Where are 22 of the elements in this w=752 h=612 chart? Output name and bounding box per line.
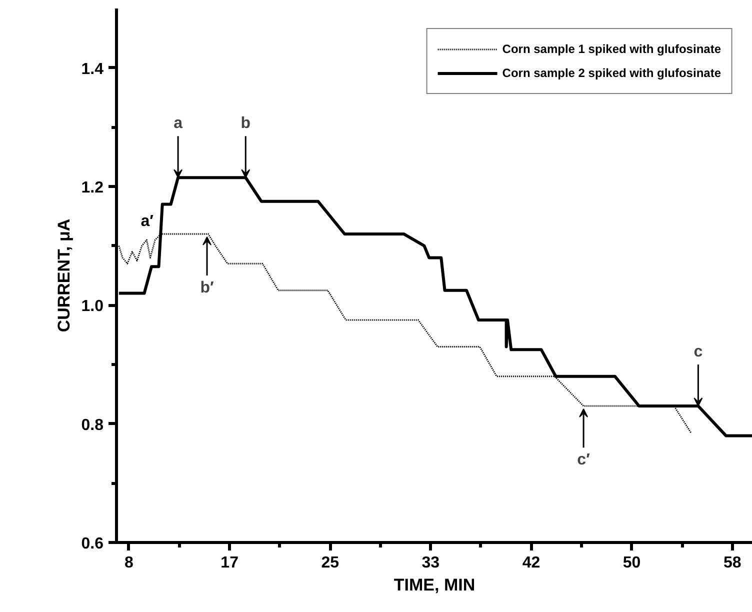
x-tick-label: 17 [220, 554, 239, 572]
y-tick-label: 0.6 [81, 536, 104, 552]
annotation: c′ [577, 452, 590, 469]
y-tick-label: 0.8 [81, 416, 104, 434]
annotation: a′ [140, 212, 154, 230]
annotation: b [240, 115, 251, 132]
x-tick-label: 58 [723, 554, 742, 572]
annotation: b′ [200, 280, 214, 296]
x-tick-label: 42 [522, 554, 540, 572]
legend-label: Corn sample 1 spiked with glufosinate [502, 42, 721, 56]
x-tick-label: 25 [321, 554, 340, 572]
y-tick-label: 1.2 [81, 180, 104, 196]
x-tick-label: 8 [124, 554, 134, 572]
y-axis-title: CURRENT, μA [54, 218, 74, 332]
legend-label: Corn sample 2 spiked with glufosinate [502, 66, 721, 80]
annotation: a [174, 115, 183, 132]
x-tick-label: 33 [422, 554, 440, 572]
y-tick-label: 1.0 [81, 298, 104, 316]
annotation: c [694, 344, 703, 360]
y-tick-label: 1.4 [81, 60, 104, 78]
x-tick-label: 50 [622, 554, 641, 572]
x-axis-title: TIME, MIN [394, 576, 476, 594]
